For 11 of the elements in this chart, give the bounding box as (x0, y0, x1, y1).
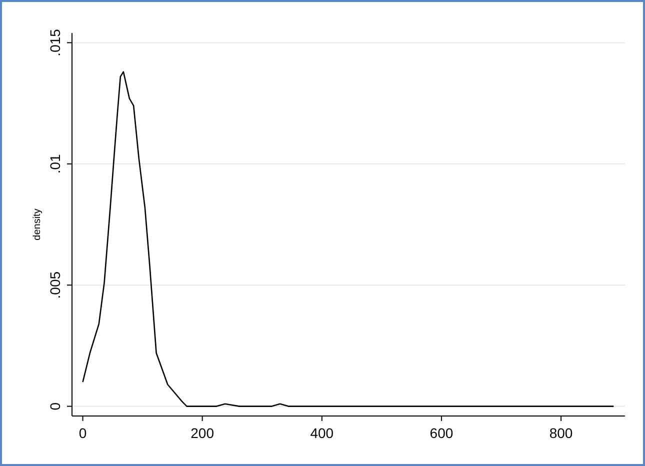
y-tick-label: .015 (47, 28, 63, 56)
y-axis-title: density (32, 208, 43, 240)
x-tick-label: 800 (549, 425, 573, 441)
y-tick-label: 0 (47, 402, 63, 410)
x-tick-label: 200 (190, 425, 214, 441)
x-tick-label: 400 (310, 425, 334, 441)
x-tick-label: 0 (78, 425, 87, 441)
y-tick-label: .01 (47, 154, 63, 174)
line-series (82, 71, 614, 407)
x-tick-label: 600 (430, 425, 454, 441)
y-tick-label: .005 (47, 271, 63, 299)
